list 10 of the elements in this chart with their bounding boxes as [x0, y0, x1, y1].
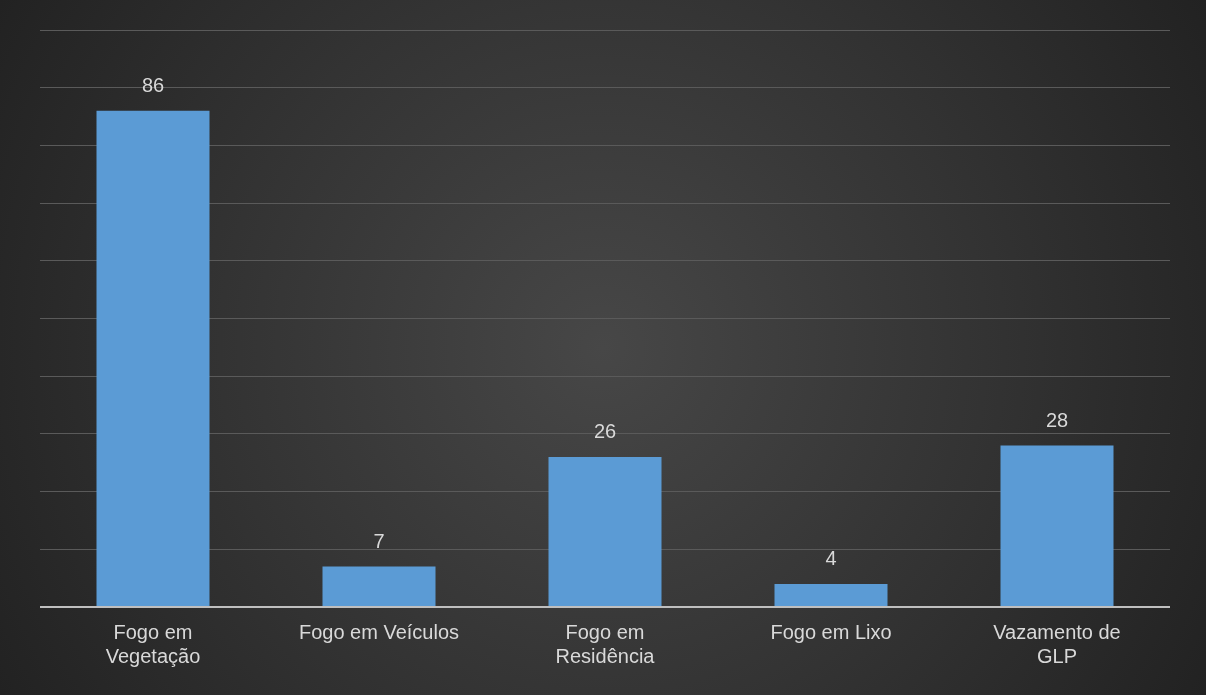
x-tick-label: Fogo em Vegetação — [105, 620, 201, 667]
x-tick-label: Fogo em Veículos — [298, 620, 460, 643]
x-tick-label: Fogo em Lixo — [770, 620, 892, 643]
x-tick-label: Vazamento de GLP — [993, 620, 1121, 667]
x-tick-label: Fogo em Residência — [555, 620, 656, 667]
data-label: 26 — [593, 420, 617, 443]
data-label: 7 — [373, 530, 385, 553]
data-label: 28 — [1045, 408, 1069, 431]
data-label: 4 — [825, 547, 837, 570]
data-label: 86 — [141, 74, 165, 97]
